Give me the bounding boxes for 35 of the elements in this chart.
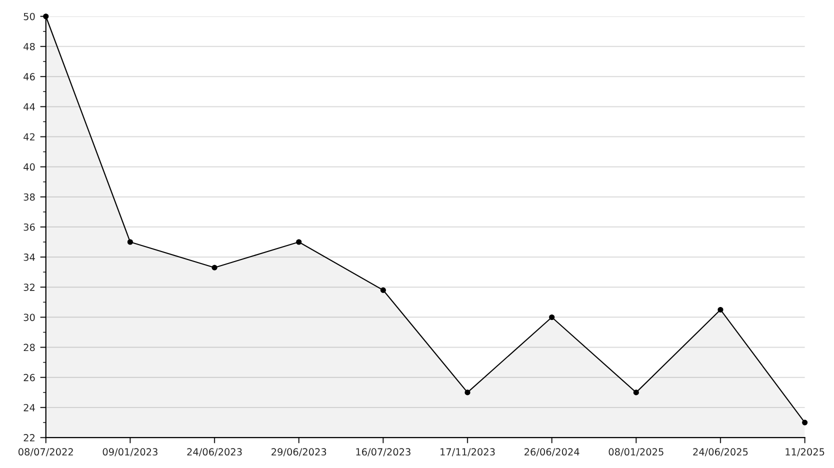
y-tick-label: 34: [24, 254, 35, 261]
point: [43, 14, 49, 20]
y-tick-label: 48: [24, 42, 35, 50]
point: [464, 390, 470, 396]
x-tick-label: 08/01/2025: [608, 448, 664, 456]
y-tick-label: 50: [24, 12, 35, 20]
x-tick-label: 24/06/2025: [693, 448, 748, 456]
y-tick-label: 42: [24, 133, 34, 140]
y-tick-label: 28: [24, 344, 35, 352]
x-tick-label: 24/06/2023: [187, 448, 242, 456]
x-tick-label: 17/11/2023: [440, 448, 495, 456]
y-tick-label: 32: [24, 284, 34, 291]
x-tick-label: 11/2025: [786, 448, 824, 456]
y-tick-label: 38: [24, 193, 35, 201]
y-tick-label: 46: [24, 73, 35, 80]
y-tick-label: 26: [24, 374, 35, 382]
y-tick-label: 30: [24, 314, 35, 322]
x-tick-label: 09/01/2023: [102, 448, 158, 456]
point: [718, 306, 724, 312]
x-tick-label: 26/06/2024: [524, 448, 580, 456]
point: [549, 314, 555, 320]
x-tick-label: 16/07/2023: [356, 448, 410, 456]
y-tick-label: 36: [24, 223, 35, 231]
point: [127, 239, 133, 245]
x-tick-label: 29/06/2023: [272, 448, 326, 456]
point: [212, 264, 218, 270]
x-tick-label: 08/07/2022: [18, 448, 73, 456]
point: [633, 390, 639, 396]
y-tick-label: 24: [24, 404, 35, 412]
y-tick-label: 22: [24, 434, 34, 442]
point: [380, 287, 386, 293]
point: [296, 239, 302, 245]
point: [802, 420, 808, 426]
y-tick-label: 40: [24, 163, 35, 171]
y-tick-label: 44: [24, 103, 35, 110]
